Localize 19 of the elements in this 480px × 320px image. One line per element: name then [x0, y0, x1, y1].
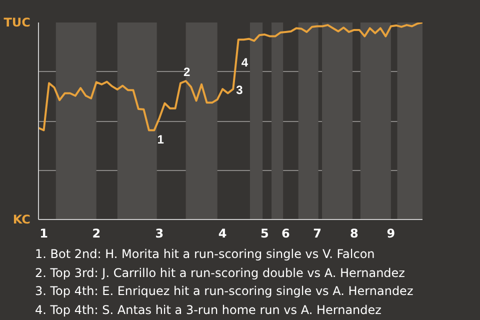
- annotation: 1: [157, 132, 164, 146]
- x-tick-label: 1: [40, 226, 48, 240]
- text: 4. Top 4th: S. Antas hit a 3-run home run vs A. Hernandez: [35, 302, 382, 318]
- text: TUC: [4, 16, 31, 30]
- x-tick-label: 3: [155, 226, 164, 240]
- x-tick-label: 9: [386, 226, 396, 240]
- annotation: 3: [236, 83, 244, 98]
- text: KC: [12, 212, 31, 226]
- text: 3. Top 4th: E. Enriquez hit a run-scoring single vs A. Hernandez: [35, 283, 414, 300]
- annotation: 4: [241, 56, 248, 70]
- x-tick-label: 8: [350, 226, 358, 240]
- text: 1. Bot 2nd: H. Morita hit a run-scoring single vs V. Falcon: [35, 246, 376, 263]
- x-tick-label: 4: [218, 226, 227, 240]
- x-tick-label: 6: [282, 226, 290, 240]
- annotation: 2: [184, 65, 191, 80]
- text: 2. Top 3rd: J. Carrillo hit a run-scoring double vs A. Hernandez: [35, 264, 406, 282]
- x-tick-label: 2: [92, 226, 101, 240]
- x-tick-label: 7: [313, 226, 322, 240]
- x-tick-label: 5: [260, 226, 269, 240]
